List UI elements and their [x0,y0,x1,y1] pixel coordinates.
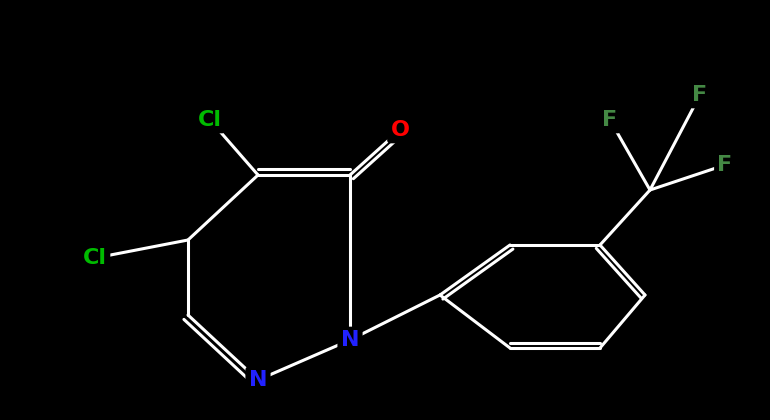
Text: O: O [390,120,410,140]
Text: N: N [249,370,267,390]
Text: N: N [341,330,360,350]
Text: Cl: Cl [198,110,222,130]
Text: Cl: Cl [83,248,107,268]
Text: F: F [692,85,708,105]
Text: F: F [602,110,618,130]
Text: F: F [718,155,732,175]
